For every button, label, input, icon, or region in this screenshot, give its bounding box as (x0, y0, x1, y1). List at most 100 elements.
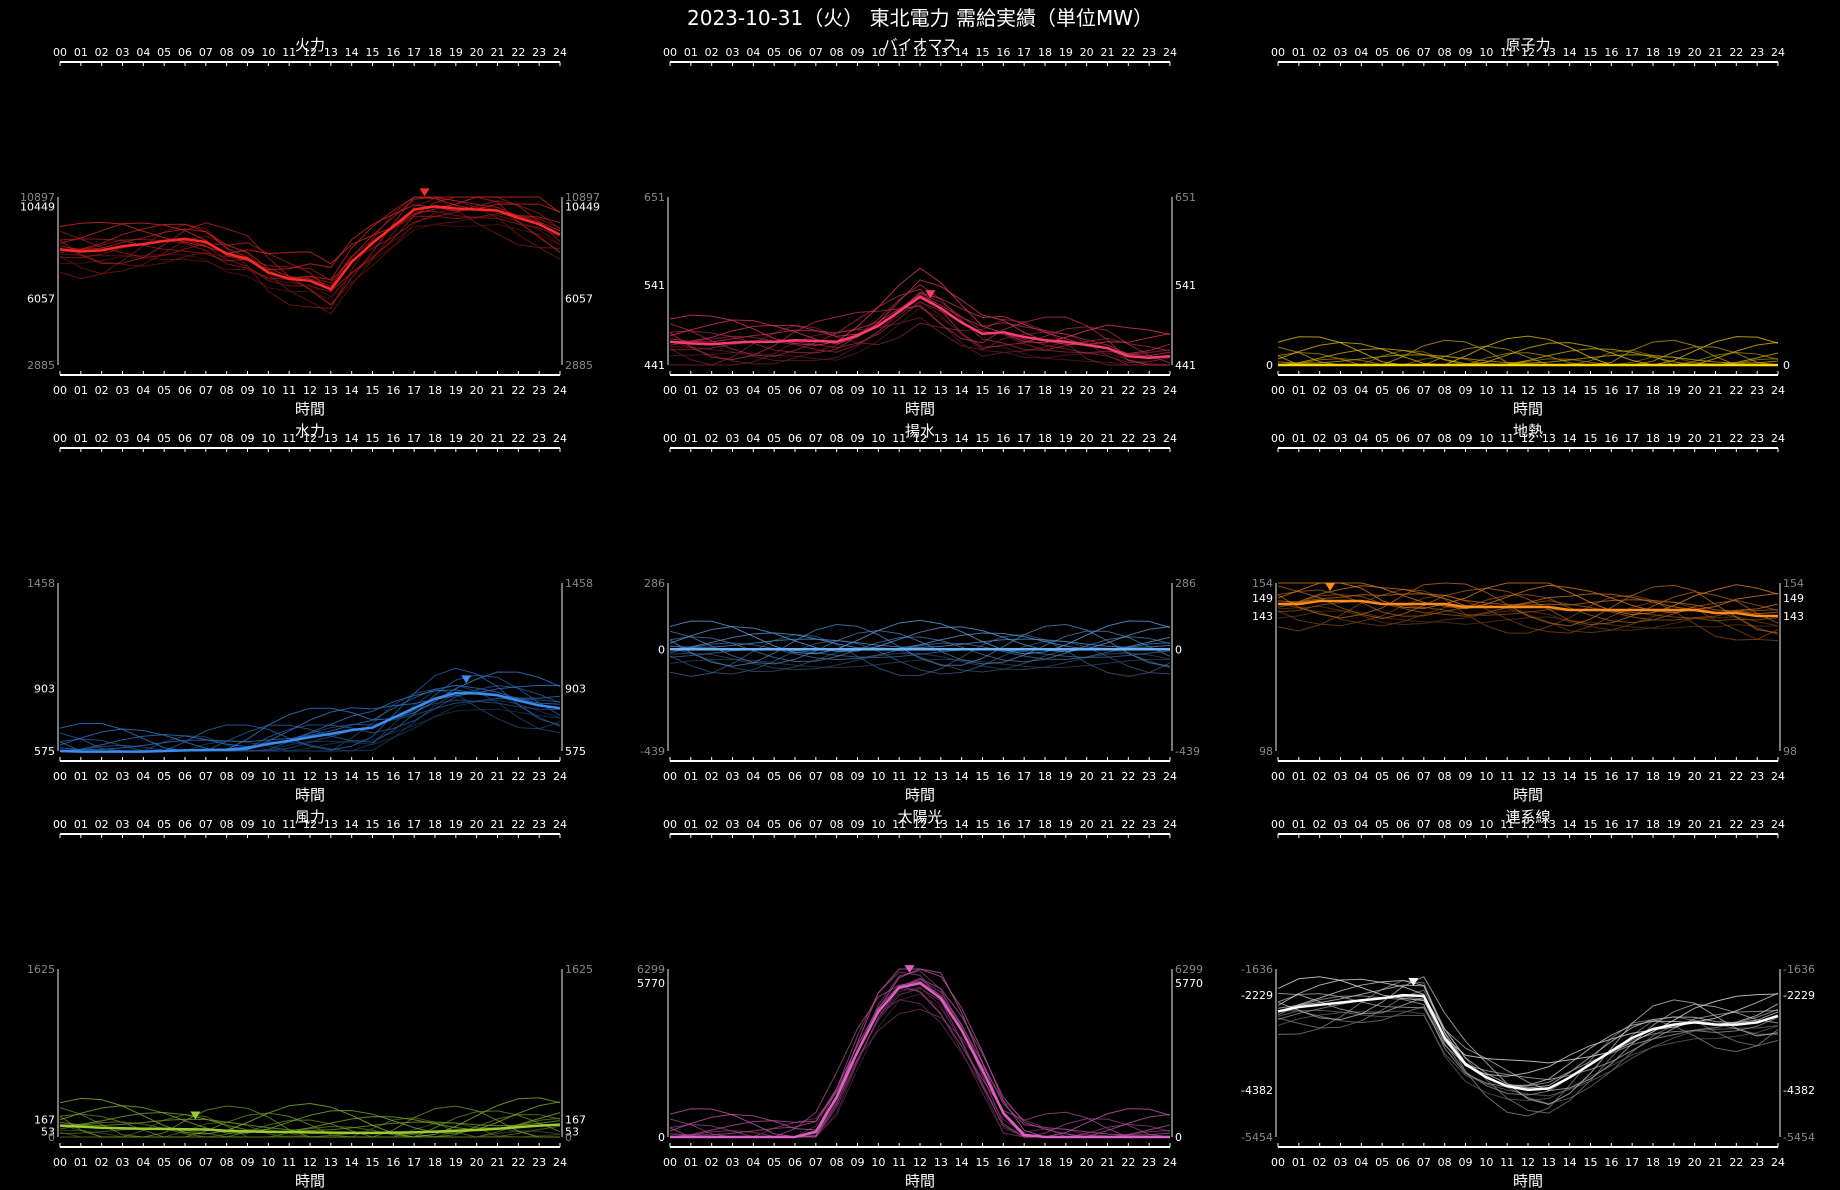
x-tick-label: 08 (220, 1156, 234, 1169)
x-tick-label: 14 (955, 432, 969, 445)
x-tick-label: 17 (1625, 384, 1639, 397)
x-tick-label: 23 (1142, 432, 1156, 445)
x-tick-label: 01 (684, 384, 698, 397)
x-tick-label: 22 (1121, 46, 1135, 59)
x-tick-label: 06 (178, 46, 192, 59)
y-tick-label-left: -4382 (1241, 1084, 1273, 1097)
x-tick-label: 17 (1017, 46, 1031, 59)
x-tick-label: 21 (1101, 1156, 1115, 1169)
x-tick-label: 20 (470, 818, 484, 831)
x-tick-label: 01 (684, 432, 698, 445)
x-tick-label: 19 (1667, 1156, 1681, 1169)
x-tick-label: 03 (116, 46, 130, 59)
x-tick-label: 15 (976, 432, 990, 445)
x-tick-label: 19 (1059, 770, 1073, 783)
y-tick-label-left: -2229 (1241, 989, 1273, 1002)
x-tick-label: 12 (1521, 384, 1535, 397)
x-tick-label: 23 (1142, 384, 1156, 397)
x-tick-label: 24 (1771, 384, 1785, 397)
x-tick-label: 08 (220, 46, 234, 59)
y-tick-label-left: 98 (1259, 745, 1273, 758)
background-series-line (1277, 335, 1779, 366)
x-tick-label: 12 (1521, 818, 1535, 831)
x-tick-label: 02 (95, 1156, 109, 1169)
x-tick-label: 20 (1080, 384, 1094, 397)
y-tick-label-left: 0 (1266, 359, 1273, 372)
y-tick-label-left: 10897 (20, 191, 55, 204)
x-tick-label: 11 (1500, 1156, 1514, 1169)
x-tick-label: 16 (386, 770, 400, 783)
y-tick-label-right: 903 (565, 683, 586, 696)
y-tick-label-right: 10897 (565, 191, 600, 204)
x-tick-label: 11 (1500, 432, 1514, 445)
x-tick-label: 03 (116, 432, 130, 445)
chart-title: 揚水 (905, 422, 935, 440)
x-tick-label: 15 (1584, 384, 1598, 397)
x-tick-label: 18 (1646, 1156, 1660, 1169)
x-tick-label: 24 (1771, 432, 1785, 445)
x-tick-label: 18 (1646, 46, 1660, 59)
x-tick-label: 17 (407, 46, 421, 59)
x-tick-label: 11 (892, 46, 906, 59)
x-tick-label: 22 (1121, 818, 1135, 831)
x-tick-label: 01 (684, 770, 698, 783)
x-tick-label: 05 (767, 46, 781, 59)
x-tick-label: 11 (282, 46, 296, 59)
x-tick-label: 13 (934, 818, 948, 831)
x-tick-label: 00 (1271, 384, 1285, 397)
background-series-line (669, 636, 1171, 663)
background-series-line (670, 999, 1170, 1138)
x-tick-label: 22 (1121, 770, 1135, 783)
x-tick-label: 19 (1059, 818, 1073, 831)
x-tick-label: 12 (913, 46, 927, 59)
x-tick-label: 05 (1375, 46, 1389, 59)
x-tick-label: 07 (199, 46, 213, 59)
x-tick-label: 14 (955, 46, 969, 59)
x-tick-label: 24 (553, 432, 567, 445)
x-tick-label: 02 (705, 1156, 719, 1169)
x-tick-label: 00 (1271, 770, 1285, 783)
x-tick-label: 23 (532, 818, 546, 831)
x-tick-label: 02 (705, 432, 719, 445)
y-tick-label-right: 2885 (565, 359, 593, 372)
x-tick-label: 10 (1479, 46, 1493, 59)
y-tick-label-right: 1625 (565, 963, 593, 976)
chart-0: 火力 00 01 02 03 04 05 06 07 08 09 10 11 12 13 14 15 16 17 18… (20, 36, 600, 418)
x-tick-label: 17 (1017, 818, 1031, 831)
x-tick-label: 23 (532, 432, 546, 445)
x-tick-label: 15 (1584, 818, 1598, 831)
background-series-line (59, 674, 561, 752)
x-tick-label: 09 (851, 818, 865, 831)
x-tick-label: 10 (871, 432, 885, 445)
x-tick-label: 14 (1563, 1156, 1577, 1169)
x-tick-label: 04 (136, 1156, 150, 1169)
x-tick-label: 22 (1729, 770, 1743, 783)
x-axis-label: 時間 (905, 1172, 935, 1190)
x-tick-label: 19 (1059, 46, 1073, 59)
chart-title: 地熱 (1513, 422, 1543, 440)
y-tick-label-right: 0 (565, 1131, 572, 1144)
marker-triangle (1325, 583, 1336, 591)
y-tick-label-right: -439 (1175, 745, 1200, 758)
x-tick-label: 13 (324, 384, 338, 397)
x-tick-label: 24 (1163, 384, 1177, 397)
x-tick-label: 22 (511, 770, 525, 783)
x-tick-label: 14 (1563, 46, 1577, 59)
x-tick-label: 15 (976, 818, 990, 831)
x-tick-label: 13 (934, 1156, 948, 1169)
background-series-line (1277, 610, 1779, 629)
x-tick-label: 02 (1313, 770, 1327, 783)
x-tick-label: 12 (913, 384, 927, 397)
x-tick-label: 08 (830, 432, 844, 445)
x-tick-label: 15 (366, 770, 380, 783)
chart-title: 水力 (295, 422, 325, 440)
x-tick-label: 04 (136, 46, 150, 59)
series-line (59, 691, 561, 753)
x-tick-label: 04 (746, 46, 760, 59)
x-tick-label: 21 (491, 1156, 505, 1169)
x-tick-label: 16 (386, 432, 400, 445)
x-tick-label: 04 (136, 432, 150, 445)
background-series-line (59, 697, 561, 752)
x-tick-label: 22 (511, 432, 525, 445)
x-tick-label: 19 (449, 818, 463, 831)
